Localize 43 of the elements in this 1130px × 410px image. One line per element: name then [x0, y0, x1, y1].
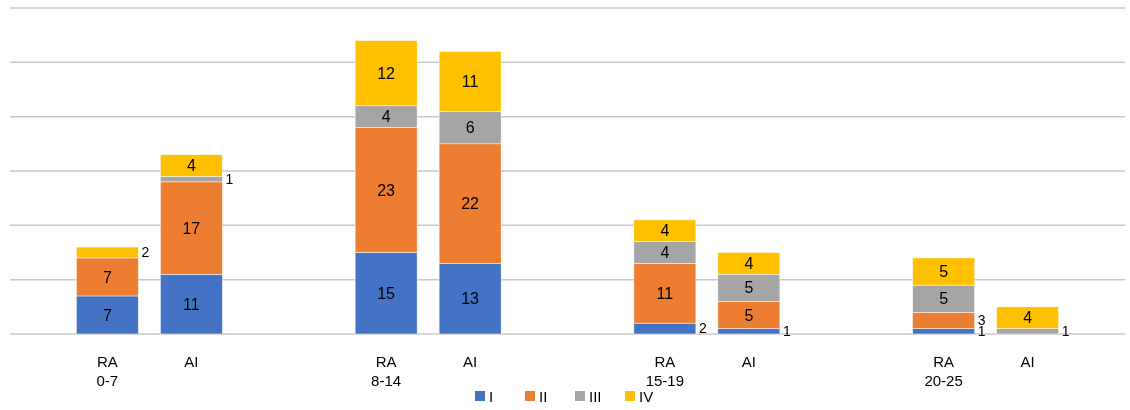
data-label: 22: [461, 195, 480, 213]
data-label: 1: [782, 323, 791, 340]
data-label: 1: [1061, 323, 1070, 340]
x-tick-label: RA: [654, 353, 676, 370]
data-label: 6: [465, 119, 475, 137]
text: 20-25: [924, 372, 963, 389]
text: 15-19: [645, 372, 685, 389]
x-tick-label: AI: [184, 353, 199, 370]
legend-label: II: [539, 388, 548, 405]
data-label: 2: [141, 244, 150, 261]
text: 0-7: [96, 372, 119, 389]
data-label: 1: [225, 171, 234, 188]
legend-label: I: [489, 388, 494, 405]
data-label: 13: [461, 290, 480, 308]
data-label: 5: [744, 306, 754, 324]
data-label: 12: [377, 64, 396, 82]
data-label: 17: [182, 219, 201, 237]
text: 8-14: [371, 372, 402, 389]
x-tick-label: RA: [96, 353, 118, 370]
data-label: 4: [744, 254, 754, 272]
data-label: 5: [939, 290, 949, 308]
x-tick-label: AI: [741, 353, 756, 370]
data-label: 11: [461, 72, 479, 90]
data-label: 4: [660, 244, 670, 262]
data-label: 5: [744, 279, 754, 297]
data-label: 2: [698, 320, 707, 337]
data-label: 5: [939, 263, 949, 281]
data-label: 7: [102, 268, 112, 286]
data-label: 4: [660, 222, 670, 240]
x-tick-label: RA: [375, 353, 397, 370]
legend-label: IV: [639, 388, 654, 405]
x-tick-label: AI: [463, 353, 478, 370]
x-tick-label: AI: [1020, 353, 1035, 370]
data-label: 11: [183, 295, 200, 313]
data-label: 4: [381, 108, 391, 126]
legend-label: III: [589, 388, 602, 405]
data-label: 7: [102, 306, 112, 324]
data-label: 4: [186, 157, 196, 175]
data-label: 23: [377, 181, 396, 199]
data-label: 4: [1023, 309, 1033, 327]
data-label: 11: [656, 284, 674, 302]
x-tick-label: RA: [933, 353, 955, 370]
data-label: 15: [377, 284, 396, 302]
